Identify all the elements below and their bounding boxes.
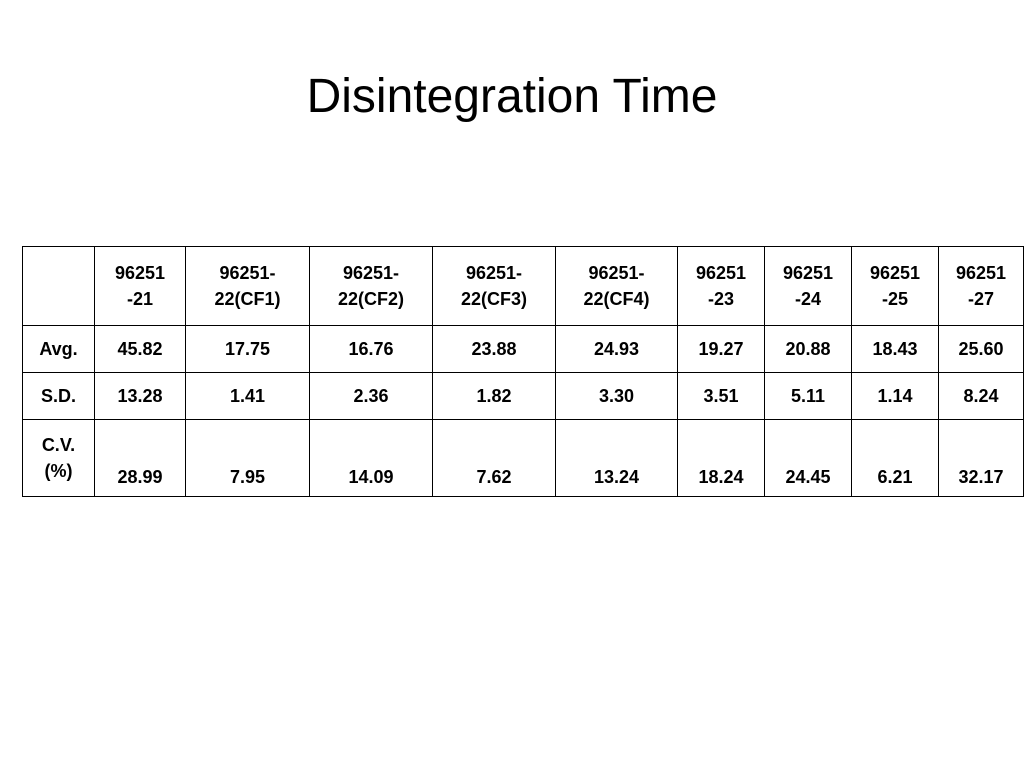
slide-title: Disintegration Time [306, 70, 718, 123]
header-cell: 96251 -21 [94, 246, 186, 326]
data-cell: 14.09 [309, 419, 433, 497]
cell-line: 96251 [695, 263, 747, 283]
data-cell: 32.17 [938, 419, 1024, 497]
data-cell: 28.99 [94, 419, 186, 497]
data-row: C.V. (%) 28.99 7.95 14.09 7.62 13.24 18.24 24.45… [22, 419, 1024, 497]
header-row: 96251 -21 96251- 22(CF1) 96251- 22(CF2) 96251-… [22, 246, 1024, 326]
data-cell: 5.11 [764, 372, 852, 420]
data-cell: 1.14 [851, 372, 939, 420]
data-cell: 24.45 [764, 419, 852, 497]
row-label: Avg. [22, 325, 95, 373]
cell-line: -23 [707, 289, 734, 309]
cell-line: C.V. [41, 435, 76, 455]
data-cell: 18.43 [851, 325, 939, 373]
cell-line: Avg. [39, 339, 78, 359]
data-cell: 6.21 [851, 419, 939, 497]
data-cell: 2.36 [309, 372, 433, 420]
header-cell: 96251- 22(CF3) [432, 246, 556, 326]
data-cell: 1.41 [185, 372, 310, 420]
cell-line: 96251 [114, 263, 166, 283]
cell-line: 22(CF2) [337, 289, 404, 309]
data-row: S.D. 13.28 1.41 2.36 1.82 3.30 3.51 5.11 1.14 8.2… [22, 372, 1024, 420]
data-cell: 18.24 [677, 419, 765, 497]
row-label: C.V. (%) [22, 419, 95, 497]
data-cell: 13.24 [555, 419, 678, 497]
data-cell: 7.95 [185, 419, 310, 497]
header-cell: 96251 -23 [677, 246, 765, 326]
cell-line: 96251 [869, 263, 921, 283]
data-cell: 3.30 [555, 372, 678, 420]
header-cell: 96251 -24 [764, 246, 852, 326]
cell-line: 22(CF1) [214, 289, 281, 309]
cell-line: 96251- [219, 263, 276, 283]
cell-line: 96251- [588, 263, 645, 283]
data-cell: 8.24 [938, 372, 1024, 420]
data-cell: 17.75 [185, 325, 310, 373]
data-cell: 23.88 [432, 325, 556, 373]
cell-line: -27 [967, 289, 994, 309]
data-cell: 20.88 [764, 325, 852, 373]
header-cell: 96251- 22(CF2) [309, 246, 433, 326]
cell-line: 96251- [342, 263, 400, 283]
data-cell: 19.27 [677, 325, 765, 373]
cell-line: 22(CF3) [460, 289, 527, 309]
header-cell: 96251 -25 [851, 246, 939, 326]
row-label: S.D. [22, 372, 95, 420]
header-cell: 96251 -27 [938, 246, 1024, 326]
data-cell: 16.76 [309, 325, 433, 373]
data-cell: 3.51 [677, 372, 765, 420]
cell-line: 96251- [465, 263, 523, 283]
cell-line: 96251 [955, 263, 1007, 283]
cell-line: -21 [126, 289, 153, 309]
data-cell: 45.82 [94, 325, 186, 373]
data-cell: 7.62 [432, 419, 556, 497]
header-cell: 96251- 22(CF1) [185, 246, 310, 326]
header-cell: 96251- 22(CF4) [555, 246, 678, 326]
cell-line: (%) [44, 461, 73, 481]
cell-line: 96251 [782, 263, 834, 283]
data-cell: 25.60 [938, 325, 1024, 373]
data-table: 96251 -21 96251- 22(CF1) 96251- 22(CF2) 96251-… [22, 246, 1024, 497]
data-row: Avg. 45.82 17.75 16.76 23.88 24.93 19.27 20.88 1… [22, 325, 1024, 373]
cell-line: S.D. [40, 386, 76, 406]
header-cell [22, 246, 95, 326]
data-cell: 1.82 [432, 372, 556, 420]
cell-line: 22(CF4) [583, 289, 650, 309]
cell-line: -24 [794, 289, 821, 309]
cell-line: -25 [881, 289, 908, 309]
data-cell: 24.93 [555, 325, 678, 373]
data-cell: 13.28 [94, 372, 186, 420]
